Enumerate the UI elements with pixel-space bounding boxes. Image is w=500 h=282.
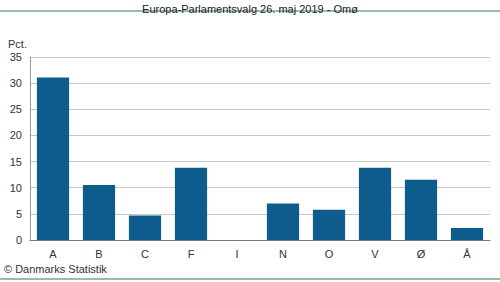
svg-text:N: N: [279, 248, 287, 260]
svg-text:15: 15: [10, 156, 22, 168]
svg-text:Ø: Ø: [417, 248, 426, 260]
svg-text:0: 0: [16, 234, 22, 246]
svg-text:5: 5: [16, 208, 22, 220]
svg-text:C: C: [141, 248, 149, 260]
svg-text:35: 35: [10, 51, 22, 63]
svg-text:V: V: [371, 248, 379, 260]
svg-text:Pct.: Pct.: [8, 38, 27, 50]
svg-text:F: F: [188, 248, 195, 260]
svg-text:O: O: [325, 248, 334, 260]
svg-text:Å: Å: [463, 248, 471, 260]
svg-text:© Danmarks Statistik: © Danmarks Statistik: [4, 263, 107, 275]
svg-text:20: 20: [10, 129, 22, 141]
svg-text:Europa-Parlamentsvalg 26. maj: Europa-Parlamentsvalg 26. maj 2019 - Omø: [142, 3, 358, 15]
svg-text:A: A: [49, 248, 57, 260]
svg-text:30: 30: [10, 77, 22, 89]
svg-text:I: I: [235, 248, 238, 260]
svg-text:10: 10: [10, 182, 22, 194]
svg-text:B: B: [95, 248, 102, 260]
svg-text:25: 25: [10, 103, 22, 115]
